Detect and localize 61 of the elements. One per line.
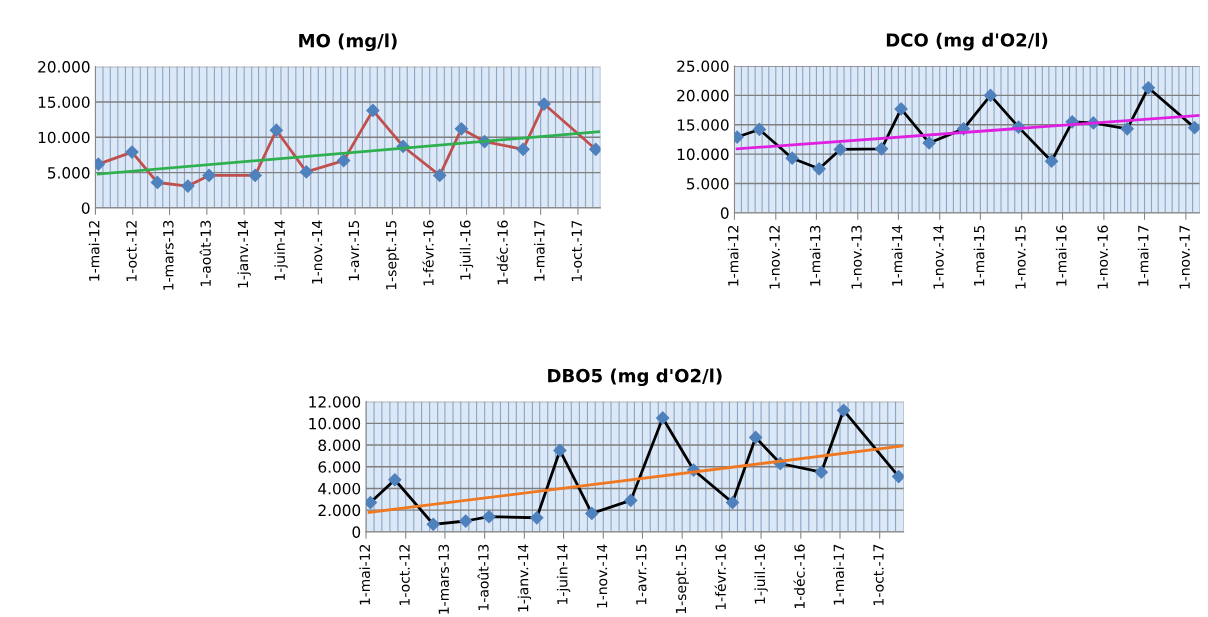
x-tick-label: 1-nov.-16 — [1097, 225, 1108, 289]
x-tick-label: 1-avr.-15 — [348, 220, 360, 281]
x-tick-label: 1-août-13 — [199, 220, 211, 286]
x-tick-label: 1-sept.-15 — [386, 220, 400, 290]
x-tick-label: 1-mai-14 — [891, 225, 903, 286]
y-tick-label: 0 — [720, 207, 729, 219]
x-tick-label: 1-mai-12 — [727, 226, 739, 286]
chart-title: MO (mg/l) — [299, 33, 397, 52]
y-tick-label: 8.000 — [318, 439, 361, 452]
x-tick-label: 1-nov.-14 — [596, 544, 608, 608]
x-tick-label: 1-nov.-14 — [933, 225, 944, 289]
x-tick-label: 1-nov.-13 — [851, 225, 862, 289]
y-tick-label: 5.000 — [48, 167, 90, 179]
x-tick-label: 1-nov.-14 — [311, 220, 323, 284]
x-tick-label: 1-oct.-17 — [873, 544, 884, 605]
x-tick-label: 1-mai-13 — [809, 225, 821, 286]
x-tick-label: 1-déc.-16 — [496, 220, 508, 285]
x-tick-label: 1-déc.-16 — [793, 544, 805, 609]
x-tick-label: 1-janv.-14 — [237, 220, 251, 288]
y-tick-label: 20.000 — [677, 89, 729, 102]
x-tick-label: 1-mai-17 — [1137, 225, 1149, 286]
y-tick-label: 6.000 — [318, 461, 361, 473]
x-tick-label: 1-oct.-12 — [399, 545, 410, 605]
x-tick-label: 1-févr.-16 — [422, 220, 434, 286]
x-tick-label: 1-mai-17 — [533, 220, 545, 281]
y-tick-label: 20.000 — [38, 61, 90, 73]
x-tick-label: 1-oct.-12 — [126, 221, 137, 281]
x-tick-label: 1-nov.-15 — [1015, 225, 1026, 289]
x-tick-label: 1-juil.-16 — [754, 544, 768, 604]
x-tick-label: 1-mars-13 — [163, 220, 174, 290]
y-tick-label: 12.000 — [309, 396, 361, 408]
y-tick-label: 4.000 — [318, 482, 361, 495]
x-tick-label: 1-mai-15 — [973, 225, 985, 286]
y-tick-label: 15.000 — [38, 96, 90, 108]
x-tick-label: 1-juin-14 — [274, 220, 288, 281]
x-tick-label: 1-oct.-17 — [571, 220, 582, 281]
chart-title: DBO5 (mg d'O2/l) — [548, 368, 722, 387]
chart-title: DCO (mg d'O2/l) — [886, 32, 1048, 51]
x-tick-label: 1-févr.-16 — [714, 544, 726, 610]
x-tick-label: 1-avr.-15 — [636, 544, 647, 605]
x-tick-label: 1-août-13 — [477, 544, 489, 610]
y-tick-label: 0 — [352, 526, 361, 538]
x-tick-label: 1-mai-17 — [833, 544, 845, 605]
y-tick-label: 2.000 — [318, 504, 361, 517]
x-tick-label: 1-nov.-12 — [769, 226, 780, 289]
x-tick-label: 1-juil.-16 — [459, 220, 474, 280]
x-tick-label: 1-mai-12 — [359, 545, 371, 605]
x-tick-label: 1-nov.-17 — [1179, 225, 1190, 289]
x-tick-label: 1-mai-12 — [88, 221, 100, 281]
y-tick-label: 10.000 — [38, 131, 90, 144]
x-tick-label: 1-mars-13 — [438, 544, 449, 614]
y-tick-label: 15.000 — [677, 119, 729, 131]
x-tick-label: 1-mai-16 — [1055, 225, 1067, 286]
y-tick-label: 0 — [81, 202, 90, 214]
y-tick-label: 5.000 — [687, 177, 729, 190]
x-tick-label: 1-janv.-14 — [517, 544, 532, 612]
y-tick-label: 25.000 — [677, 60, 729, 73]
y-tick-label: 10.000 — [677, 148, 729, 161]
x-tick-label: 1-juin-14 — [556, 544, 571, 604]
x-tick-label: 1-sept.-15 — [675, 544, 689, 614]
y-tick-label: 10.000 — [309, 417, 361, 430]
